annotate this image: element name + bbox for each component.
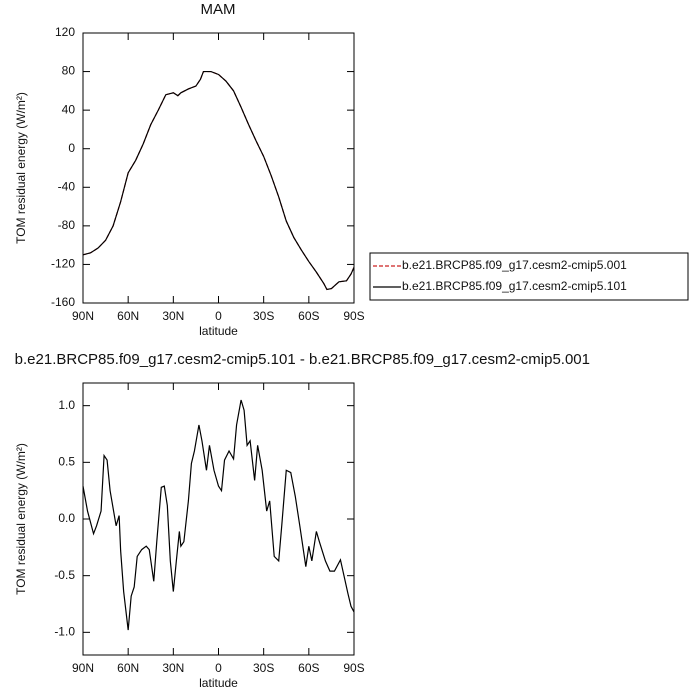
x-tick-label: 0 [215, 309, 222, 323]
x-axis-label: latitude [199, 676, 238, 690]
x-tick-label: 90N [72, 661, 94, 675]
legend-label: b.e21.BRCP85.f09_g17.cesm2-cmip5.101 [402, 279, 627, 293]
y-tick-label: -0.5 [54, 568, 75, 582]
chart-title: b.e21.BRCP85.f09_g17.cesm2-cmip5.101 - b… [15, 351, 590, 368]
y-tick-label: -160 [51, 295, 75, 309]
legend-box [369, 252, 689, 301]
y-tick-label: 80 [62, 64, 76, 78]
x-tick-label: 60S [298, 661, 319, 675]
y-tick-label: -1.0 [54, 625, 75, 639]
legend: b.e21.BRCP85.f09_g17.cesm2-cmip5.001 b.e2… [369, 252, 689, 301]
y-tick-label: 0.5 [58, 455, 75, 469]
y-tick-label: -40 [58, 179, 76, 193]
x-tick-label: 30S [253, 661, 274, 675]
y-tick-label: 0 [68, 141, 75, 155]
x-tick-label: 60N [117, 309, 139, 323]
x-tick-label: 90N [72, 309, 94, 323]
y-tick-label: 120 [55, 25, 75, 39]
x-tick-label: 30S [253, 309, 274, 323]
x-tick-label: 60S [298, 309, 319, 323]
y-tick-label: 0.0 [58, 511, 75, 525]
data-line [82, 70, 355, 291]
x-tick-label: 60N [117, 661, 139, 675]
x-axis-label: latitude [199, 324, 238, 338]
x-tick-label: 90S [343, 661, 364, 675]
y-axis-label: TOM residual energy (W/m²) [14, 443, 28, 595]
x-tick-label: 0 [215, 661, 222, 675]
x-tick-label: 30N [162, 309, 184, 323]
data-line [82, 70, 355, 291]
y-tick-label: 1.0 [58, 398, 75, 412]
y-tick-label: -80 [58, 218, 76, 232]
chart-title: MAM [201, 1, 236, 18]
y-tick-label: 40 [62, 102, 76, 116]
x-tick-label: 30N [162, 661, 184, 675]
y-axis-label: TOM residual energy (W/m²) [14, 92, 28, 244]
y-tick-label: -120 [51, 257, 75, 271]
plot-frame [82, 32, 355, 304]
legend-label: b.e21.BRCP85.f09_g17.cesm2-cmip5.001 [402, 258, 627, 272]
plot-frame [82, 382, 355, 656]
x-tick-label: 90S [343, 309, 364, 323]
data-line [82, 399, 355, 631]
